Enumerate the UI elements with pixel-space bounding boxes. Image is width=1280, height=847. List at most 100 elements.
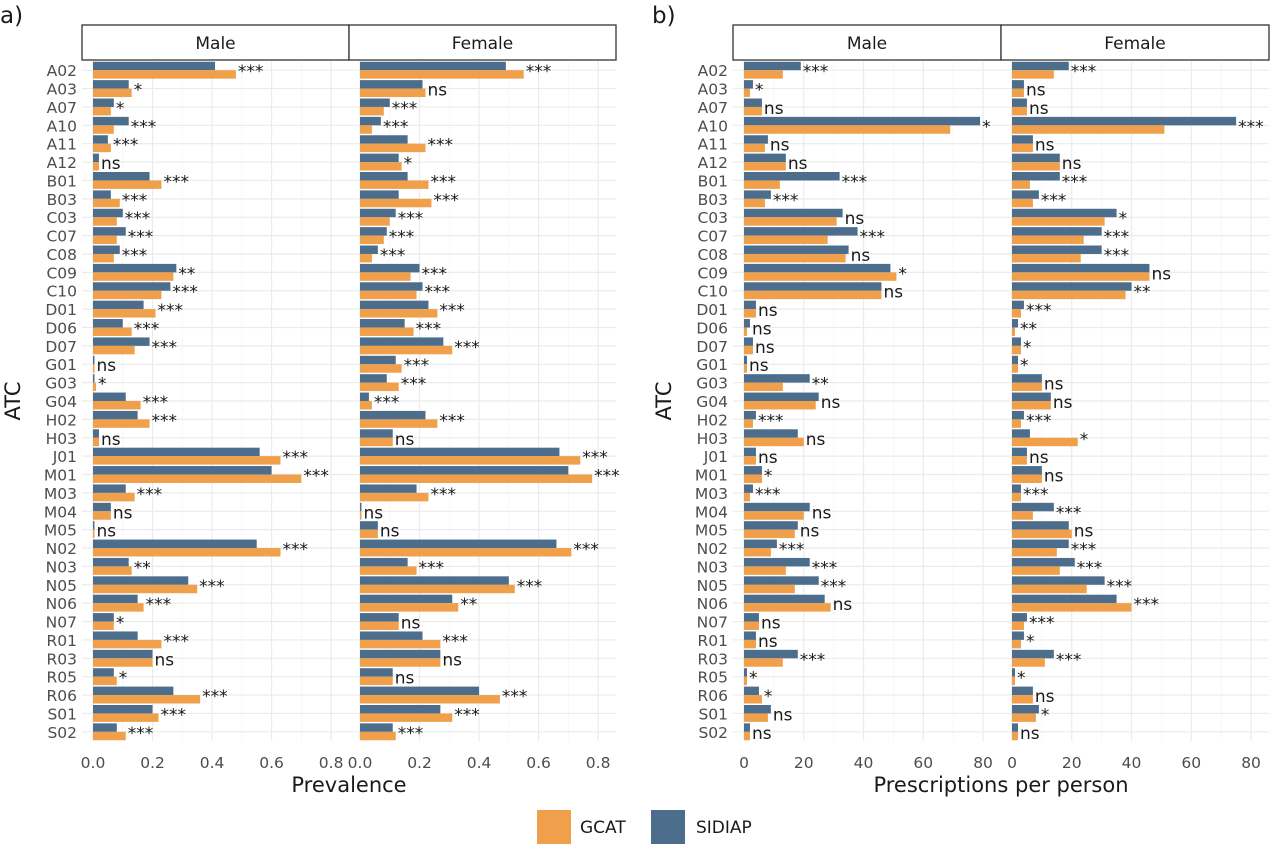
bar-sidiap [744,686,759,696]
bar-gcat [1012,88,1024,98]
significance-label: *** [401,375,427,395]
significance-label: *** [238,62,264,82]
significance-label: *** [303,467,329,487]
bar-gcat [93,676,117,686]
y-tick-label: N02 [697,540,728,558]
significance-label: ns [401,614,421,634]
bar-sidiap [360,576,509,585]
y-tick-label: R03 [698,650,729,668]
bar-sidiap [1012,539,1069,549]
bar-gcat [360,639,441,649]
y-tick-label: S02 [47,724,77,742]
significance-label: *** [1077,558,1103,578]
y-tick-label: M01 [44,467,77,485]
bar-gcat [360,621,399,630]
significance-label: *** [125,209,151,229]
significance-label: * [119,669,128,689]
bar-gcat [1012,125,1165,134]
bar-sidiap [360,153,399,163]
significance-label: *** [122,191,148,211]
bar-sidiap [1012,429,1030,438]
bar-gcat [360,180,429,189]
significance-label: * [404,154,413,174]
bar-sidiap [744,80,753,89]
bar-gcat [744,290,882,300]
y-tick-label: N05 [46,577,77,595]
bar-gcat [93,272,174,281]
bar-gcat [1012,253,1081,263]
bar-gcat [93,217,117,226]
bar-gcat [93,106,111,116]
significance-label: ns [1035,136,1055,156]
bar-gcat [93,364,95,373]
y-tick-label: G03 [45,375,77,393]
significance-label: *** [779,540,805,560]
bar-sidiap [360,704,441,714]
y-tick-label: C08 [46,246,77,264]
significance-label: *** [430,172,456,192]
bar-gcat [744,401,816,410]
significance-label: ** [460,595,477,615]
bar-gcat [1012,106,1027,116]
bar-gcat [1012,272,1150,281]
y-tick-label: A07 [698,99,728,117]
bar-sidiap [93,61,216,71]
facet-strip-label: Female [1104,34,1165,54]
bar-gcat [93,511,111,520]
significance-label: *** [502,687,528,707]
y-tick-label: C03 [46,209,77,227]
y-tick-label: C09 [697,264,728,282]
bar-gcat [744,88,750,98]
bar-gcat [360,198,432,208]
bar-sidiap [93,80,129,89]
significance-label: *** [392,99,418,119]
y-tick-label: R05 [698,669,729,687]
bar-gcat [360,70,524,79]
significance-label: *** [526,62,552,82]
x-tick-label: 40 [1122,754,1142,772]
significance-label: *** [758,411,784,431]
significance-label: * [749,669,758,689]
significance-label: *** [1026,301,1052,321]
significance-label: ns [788,154,808,174]
y-tick-label: G01 [45,356,77,374]
significance-label: ns [806,430,826,450]
bar-sidiap [93,594,138,604]
bar-gcat [1012,162,1060,171]
bar-sidiap [360,447,560,457]
bar-gcat [744,162,786,171]
y-tick-label: C10 [46,283,77,301]
bar-gcat [93,235,117,245]
significance-label: *** [425,283,451,303]
y-tick-label: R05 [47,669,78,687]
significance-label: *** [389,228,415,248]
bar-gcat [360,566,417,575]
bar-sidiap [744,576,819,585]
significance-label: ns [1044,375,1064,395]
significance-label: *** [454,705,480,725]
bar-gcat [93,695,201,704]
y-tick-label: N06 [697,595,728,613]
bar-sidiap [744,484,753,493]
bar-gcat [1012,309,1021,318]
bar-gcat [1012,566,1060,575]
significance-label: * [98,375,107,395]
bar-gcat [360,125,372,134]
bar-gcat [1012,364,1018,373]
bar-gcat [93,253,114,263]
bar-gcat [93,382,96,392]
significance-label: *** [1041,191,1067,211]
bar-gcat [744,474,762,483]
bar-gcat [93,180,162,189]
bar-gcat [744,125,951,134]
bar-sidiap [744,208,843,218]
bar-sidiap [360,116,381,126]
significance-label: *** [146,595,172,615]
x-tick-label: 0.4 [467,754,492,772]
significance-label: ns [851,246,871,266]
significance-label: ns [800,522,820,542]
bar-sidiap [744,447,756,457]
significance-label: *** [152,338,178,358]
bar-sidiap [93,282,171,291]
significance-label: * [755,81,764,101]
